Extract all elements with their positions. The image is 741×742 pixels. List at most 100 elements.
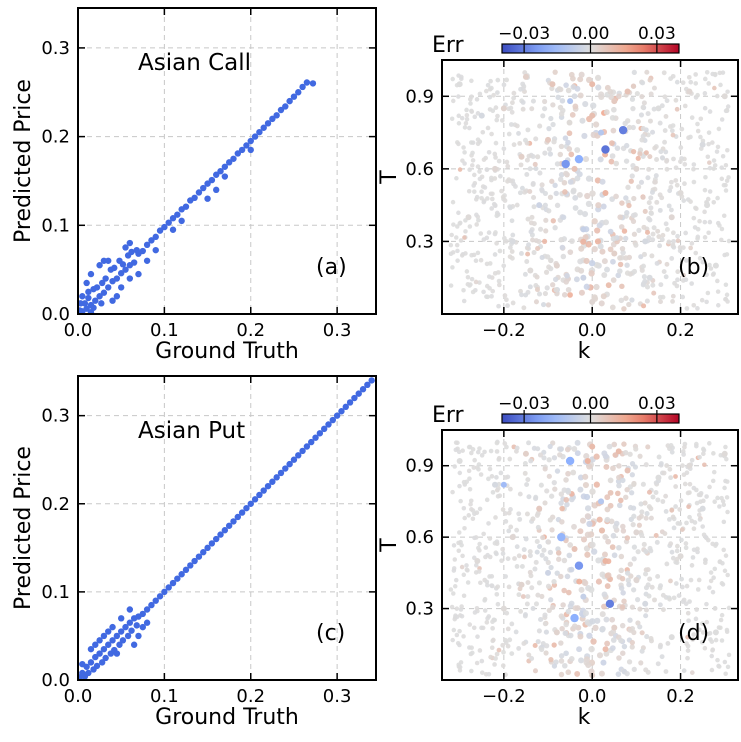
scatter-point: [664, 561, 670, 567]
x-axis-label: k: [578, 705, 591, 730]
scatter-point: [598, 527, 605, 534]
scatter-point: [629, 644, 635, 650]
scatter-point: [620, 523, 626, 530]
scatter-point: [492, 270, 498, 276]
scatter-point: [604, 516, 611, 523]
scatter-point: [717, 70, 723, 76]
scatter-point: [707, 441, 712, 446]
scatter-point: [92, 641, 99, 648]
scatter-point: [698, 134, 703, 140]
scatter-point: [554, 570, 560, 576]
scatter-point: [476, 462, 482, 467]
scatter-point: [542, 621, 548, 627]
scatter-point: [643, 462, 649, 468]
scatter-point: [598, 670, 605, 677]
scatter-point: [454, 176, 459, 181]
scatter-point: [618, 585, 625, 591]
scatter-point: [670, 242, 676, 248]
scatter-point: [619, 575, 626, 582]
scatter-point: [531, 250, 537, 256]
scatter-point: [548, 564, 554, 571]
scatter-point: [665, 227, 670, 232]
scatter-point: [522, 271, 528, 277]
scatter-point: [686, 618, 691, 624]
scatter-point: [558, 172, 565, 178]
scatter-point: [677, 521, 683, 526]
scatter-point: [641, 541, 647, 547]
scatter-point: [664, 261, 670, 267]
scatter-points: [448, 69, 732, 312]
scatter-point: [704, 619, 710, 625]
scatter-point: [594, 238, 602, 245]
scatter-point: [523, 292, 529, 298]
scatter-point: [122, 266, 129, 273]
scatter-point: [475, 141, 481, 147]
scatter-point: [495, 584, 501, 590]
scatter-point: [651, 225, 657, 231]
scatter-point: [449, 604, 455, 610]
scatter-point: [295, 89, 302, 96]
scatter-point: [577, 92, 584, 99]
scatter-point: [563, 82, 569, 88]
scatter-point: [536, 291, 543, 297]
scatter-point: [710, 272, 716, 277]
scatter-point: [640, 80, 646, 86]
scatter-point: [638, 660, 644, 666]
scatter-point: [508, 105, 514, 111]
scatter-point: [649, 253, 655, 259]
scatter-point: [545, 583, 552, 589]
scatter-point: [593, 481, 600, 488]
scatter-point: [522, 470, 528, 476]
scatter-point: [646, 274, 653, 281]
scatter-point: [556, 550, 562, 556]
scatter-point: [668, 634, 675, 641]
scatter-point: [645, 444, 651, 450]
scatter-point: [657, 644, 663, 650]
scatter-point: [247, 137, 254, 145]
scatter-point: [616, 502, 623, 509]
scatter-point: [566, 146, 573, 152]
scatter-point: [165, 584, 172, 591]
scatter-point: [522, 450, 529, 457]
scatter-point: [645, 111, 651, 117]
y-tick-label: 0.6: [405, 159, 434, 180]
scatter-point: [680, 584, 685, 590]
scatter-point: [660, 499, 666, 504]
scatter-point: [688, 134, 693, 140]
scatter-point: [586, 520, 593, 528]
scatter-point: [641, 100, 647, 106]
colorbar-tick-label: 0.00: [572, 394, 610, 414]
scatter-point: [589, 298, 596, 305]
scatter-point: [523, 137, 528, 143]
scatter-point: [639, 137, 645, 143]
scatter-point: [578, 245, 585, 252]
scatter-point: [456, 449, 462, 455]
scatter-point: [714, 149, 720, 154]
scatter-point: [504, 159, 510, 165]
scatter-point: [116, 641, 123, 648]
scatter-point: [457, 470, 463, 476]
scatter-point: [531, 194, 537, 200]
scatter-point: [580, 274, 587, 281]
scatter-point: [715, 220, 721, 226]
scatter-point: [456, 540, 461, 546]
scatter-point: [644, 69, 650, 75]
scatter-point: [456, 548, 462, 554]
scatter-point: [486, 671, 492, 677]
scatter-point: [701, 498, 706, 504]
scatter-point: [603, 109, 610, 116]
scatter-point: [640, 263, 647, 269]
scatter-point: [651, 290, 657, 296]
scatter-point: [178, 217, 185, 225]
scatter-point: [534, 549, 540, 555]
scatter-point: [541, 547, 547, 553]
scatter-point: [554, 468, 561, 474]
scatter-point: [477, 91, 483, 97]
scatter-point: [470, 158, 476, 163]
scatter-point: [691, 547, 697, 553]
scatter-point: [643, 571, 649, 577]
scatter-point: [452, 464, 457, 469]
scatter-point: [574, 670, 581, 677]
scatter-point: [464, 107, 469, 113]
scatter-point: [485, 196, 490, 201]
